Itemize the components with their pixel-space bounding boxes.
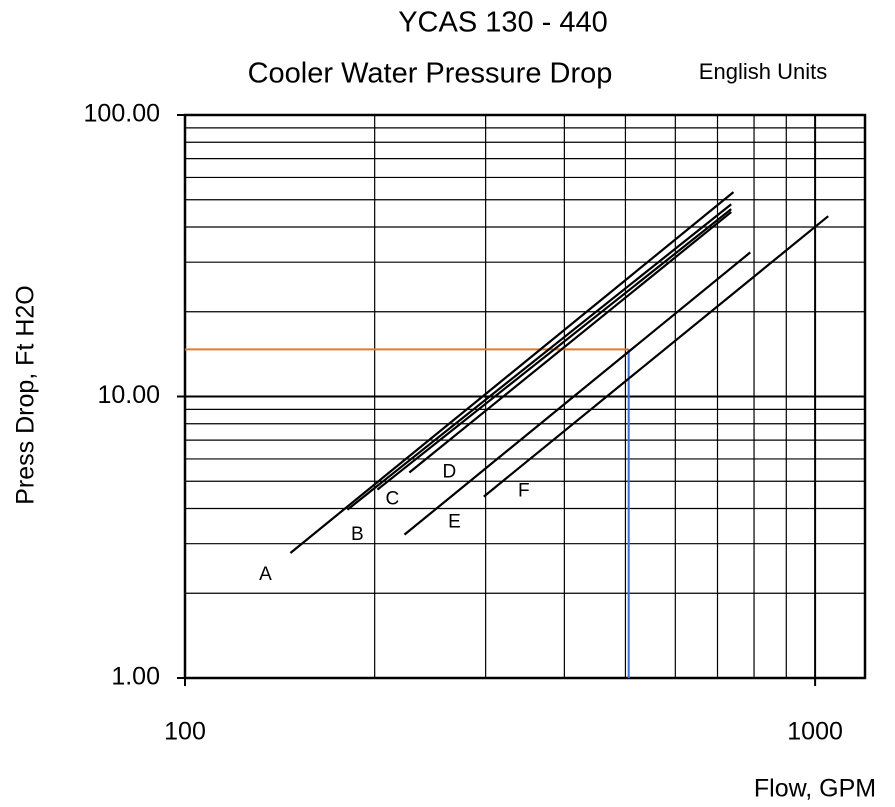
series-line xyxy=(346,203,732,511)
series-label: A xyxy=(259,564,272,585)
series-label: D xyxy=(442,462,456,483)
units-note: English Units xyxy=(699,59,827,84)
x-tick-label: 1000 xyxy=(787,718,843,746)
chart-subtitle: Cooler Water Pressure Drop xyxy=(248,58,613,90)
series-label: F xyxy=(518,481,530,502)
series-label: C xyxy=(386,489,400,510)
x-axis-label: Flow, GPM xyxy=(754,775,876,803)
y-tick-label: 1.00 xyxy=(111,663,160,691)
series-label: E xyxy=(448,512,461,533)
series-line xyxy=(403,251,751,536)
y-axis-label: Press Drop, Ft H2O xyxy=(12,285,40,505)
series-line xyxy=(483,215,829,498)
chart-title: YCAS 130 - 440 xyxy=(398,7,608,39)
series-label: B xyxy=(351,524,364,545)
y-tick-label: 100.00 xyxy=(84,100,160,128)
series-line xyxy=(408,211,732,474)
plot-frame xyxy=(183,113,867,680)
series-line xyxy=(289,191,735,554)
x-tick-label: 100 xyxy=(164,718,206,746)
series-line xyxy=(376,208,732,491)
y-tick-label: 10.00 xyxy=(97,381,160,409)
